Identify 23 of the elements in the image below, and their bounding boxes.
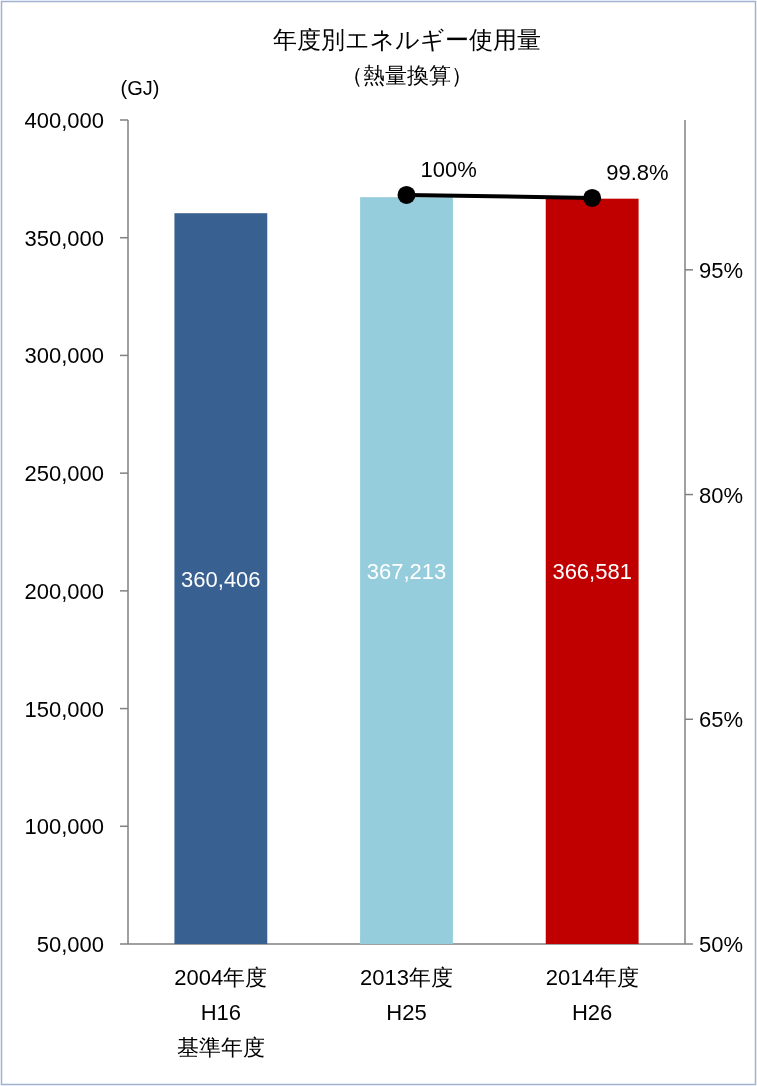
x-tick-label: 2013年度 H25 [360,965,453,1025]
y-axis-title: (GJ) [120,77,160,99]
y2-tick-label: 95% [699,257,744,283]
chart-title: 年度別エネルギー使用量 [272,26,541,53]
x-tick-label: 2014年度 H26 [545,965,639,1025]
y-tick-label: 50,000 [36,932,104,957]
y2-tick-label: 80% [699,482,744,508]
data-label: 366,581 [552,559,632,585]
y2-tick-label: 50% [699,932,744,957]
y-tick-label: 400,000 [24,108,104,133]
y-tick-label: 300,000 [24,343,104,369]
x-tick-label: 2004年度 H16 基準年度 [174,965,268,1060]
data-label: 360,406 [181,566,261,592]
data-label: 100% [420,156,477,182]
y-tick-label: 350,000 [24,225,104,251]
data-label: 99.8% [606,159,669,185]
chart-subtitle: （熱量換算） [340,63,473,88]
y-tick-label: 200,000 [24,578,104,604]
y-tick-label: 250,000 [24,461,104,487]
data-label: 367,213 [366,558,447,584]
y-tick-label: 150,000 [24,696,104,722]
y-tick-label: 100,000 [24,814,104,840]
y2-tick-label: 65% [699,707,744,733]
